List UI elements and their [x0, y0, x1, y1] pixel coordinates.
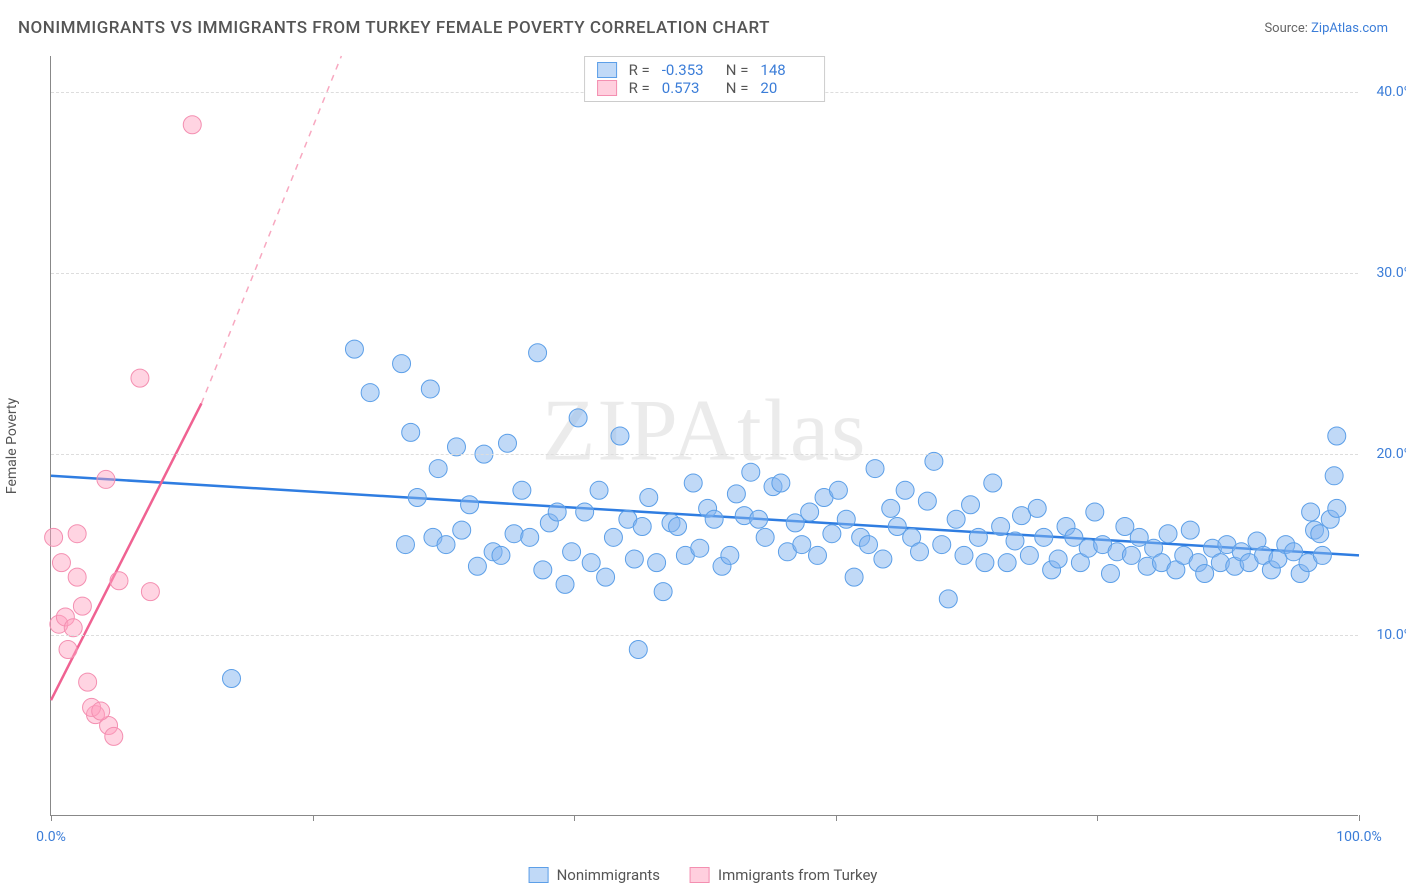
- swatch-blue: [597, 62, 617, 78]
- chart-title: NONIMMIGRANTS VS IMMIGRANTS FROM TURKEY …: [18, 18, 770, 38]
- swatch-pink-icon: [690, 867, 710, 883]
- swatch-pink: [597, 80, 617, 96]
- chart-plot-area: R = -0.353 N = 148 R = 0.573 N = 20 ZIPA…: [50, 56, 1358, 816]
- y-axis-label: Female Poverty: [4, 398, 20, 494]
- source-link[interactable]: ZipAtlas.com: [1311, 21, 1388, 36]
- source-credit: Source: ZipAtlas.com: [1264, 21, 1388, 36]
- correlation-legend: R = -0.353 N = 148 R = 0.573 N = 20: [584, 56, 826, 102]
- series-legend: Nonimmigrants Immigrants from Turkey: [529, 866, 878, 884]
- plot-svg: [51, 56, 1358, 815]
- swatch-blue-icon: [529, 867, 549, 883]
